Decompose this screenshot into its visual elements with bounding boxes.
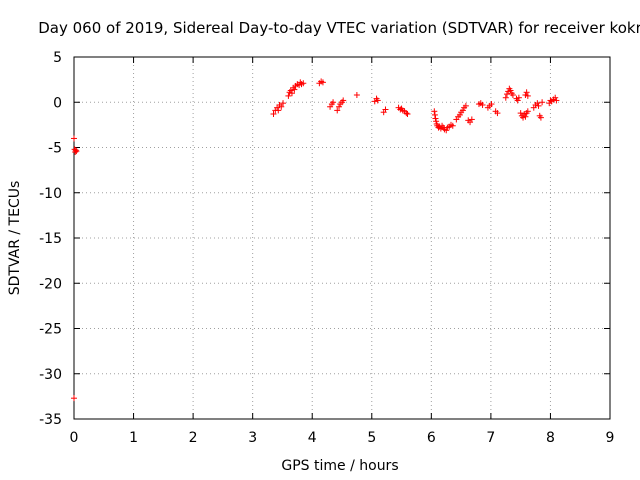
x-tick-label: 6: [427, 430, 436, 446]
data-point: [336, 103, 343, 110]
data-point: [340, 97, 347, 104]
data-point: [535, 102, 542, 109]
data-point: [456, 111, 463, 118]
y-tick-label: -30: [39, 367, 62, 383]
data-point: [515, 94, 522, 101]
data-point: [73, 148, 80, 155]
x-axis-label: GPS time / hours: [281, 458, 398, 474]
y-tick-label: -10: [39, 186, 62, 202]
data-point: [523, 89, 530, 96]
tick-labels: 0 1 2 3 4 5 6 7 8 9 5 0 -5 -10 -15 -20 -25 -30 -35: [39, 50, 614, 446]
x-tick-label: 2: [189, 430, 198, 446]
data-point: [517, 110, 524, 117]
data-point: [468, 116, 475, 123]
data-point: [502, 94, 509, 101]
data-point: [330, 99, 337, 106]
x-tick-label: 1: [129, 430, 138, 446]
y-tick-label: 5: [53, 50, 62, 66]
data-point: [432, 115, 439, 122]
data-point: [443, 127, 450, 134]
data-point: [479, 101, 486, 108]
data-point: [288, 90, 295, 97]
data-point: [488, 101, 495, 108]
data-point: [433, 118, 440, 125]
y-axis-label: SDTVAR / TECUs: [7, 181, 23, 296]
data-point: [449, 122, 456, 129]
data-point: [522, 113, 529, 120]
data-point: [537, 114, 544, 121]
x-tick-label: 9: [606, 430, 615, 446]
data-point: [539, 99, 546, 106]
data-point: [275, 107, 282, 114]
x-tick-label: 0: [70, 430, 79, 446]
chart-title: Day 060 of 2019, Sidereal Day-to-day VTE…: [38, 19, 640, 37]
data-point: [353, 92, 360, 99]
data-point: [71, 395, 77, 402]
y-tick-label: -5: [48, 141, 62, 157]
data-point: [514, 97, 521, 104]
y-tick-label: -25: [39, 322, 62, 338]
data-point: [71, 135, 77, 142]
data-point: [503, 91, 510, 98]
data-point: [382, 106, 389, 113]
data-point: [553, 97, 560, 104]
data-point: [285, 92, 292, 99]
data-point: [300, 80, 307, 87]
data-point: [374, 97, 381, 104]
data-point: [291, 86, 298, 93]
data-point: [552, 94, 559, 101]
data-point: [403, 110, 410, 117]
data-point: [534, 100, 541, 107]
data-point: [494, 110, 501, 117]
data-point: [404, 111, 411, 118]
ticks: [73, 56, 611, 420]
data-point: [278, 103, 285, 110]
y-tick-label: -35: [39, 412, 62, 428]
x-tick-label: 7: [486, 430, 495, 446]
data-point: [459, 107, 466, 114]
data-points: [71, 78, 560, 402]
data-point: [507, 87, 514, 94]
data-point: [72, 147, 79, 154]
data-point: [431, 108, 438, 115]
data-point: [524, 92, 531, 99]
y-tick-label: -15: [39, 231, 62, 247]
data-point: [431, 111, 438, 118]
y-tick-label: 0: [53, 95, 62, 111]
x-tick-label: 3: [248, 430, 257, 446]
data-point: [462, 102, 469, 109]
data-point: [524, 108, 531, 115]
data-point: [280, 100, 287, 107]
data-point: [509, 92, 516, 99]
data-point: [270, 111, 277, 118]
data-point: [547, 97, 554, 104]
data-point: [319, 79, 326, 86]
y-tick-label: -20: [39, 276, 62, 292]
x-tick-label: 4: [308, 430, 317, 446]
x-tick-label: 5: [367, 430, 376, 446]
x-tick-label: 8: [546, 430, 555, 446]
data-point: [334, 107, 341, 114]
